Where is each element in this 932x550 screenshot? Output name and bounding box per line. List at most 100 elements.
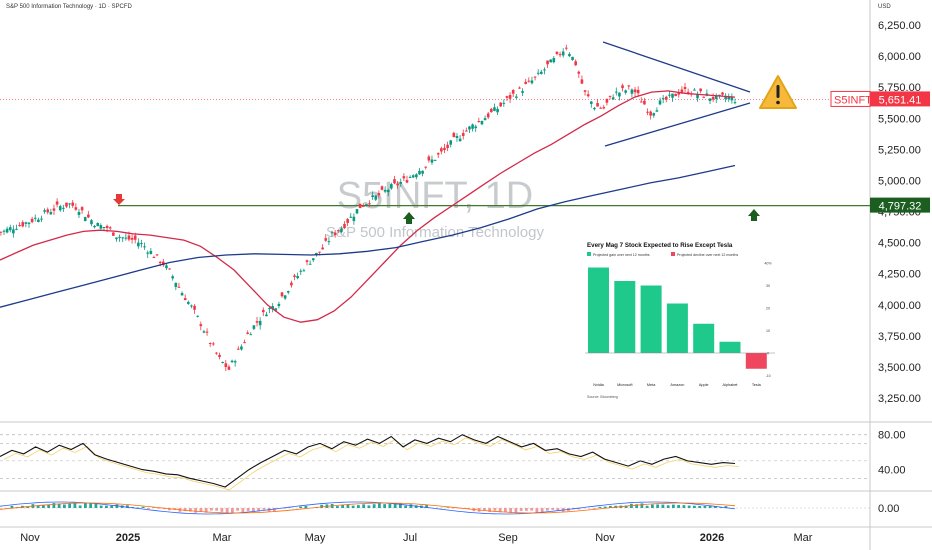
- candle-body: [271, 306, 274, 310]
- price-tick-label: 5,250.00: [878, 144, 921, 156]
- bar: [719, 341, 741, 353]
- current-price-value: 5,651.41: [879, 94, 922, 106]
- candle-body: [280, 292, 284, 297]
- candle-body: [390, 184, 393, 189]
- candle-body: [49, 212, 53, 215]
- candle-body: [693, 89, 696, 91]
- candle-body: [527, 80, 531, 82]
- macd-histogram-bar: [635, 504, 639, 508]
- candle-body: [664, 96, 668, 100]
- macd-histogram-bar: [362, 504, 366, 508]
- candle-body: [193, 305, 196, 310]
- time-tick-label: May: [305, 532, 326, 544]
- rsi-pane[interactable]: 80.00 40.00: [0, 430, 906, 491]
- macd-histogram-bar: [26, 506, 30, 508]
- inset-source: Source: Bloomberg: [587, 395, 618, 399]
- candle-body: [346, 219, 349, 223]
- candle-body: [696, 93, 699, 99]
- macd-pane[interactable]: 0.00: [0, 501, 899, 515]
- candle-body: [115, 237, 118, 240]
- candle-body: [496, 108, 499, 113]
- candle-body: [574, 61, 577, 66]
- candle-body: [380, 186, 384, 190]
- time-tick-label: Mar: [794, 532, 813, 544]
- macd-histogram-bar: [351, 505, 355, 508]
- watermark-name: S&P 500 Information Technology: [326, 224, 544, 241]
- candle-body: [221, 361, 224, 363]
- time-axis[interactable]: Nov 2025 Mar May Jul Sep Nov 2026 Mar: [20, 532, 813, 544]
- macd-tick-label: 0.00: [878, 503, 899, 515]
- bar: [693, 323, 715, 353]
- candle-body: [255, 321, 259, 323]
- candle-body: [190, 305, 193, 307]
- triangle-trendlines[interactable]: [602, 41, 751, 147]
- candle-body: [446, 144, 449, 149]
- candle-body: [8, 227, 12, 231]
- candle-body: [215, 352, 218, 354]
- bar: [745, 353, 767, 369]
- candle-body: [583, 90, 587, 92]
- signal-arrows: [113, 194, 760, 224]
- symbol-title[interactable]: S&P 500 Information Technology · 1D · SP…: [6, 4, 132, 10]
- macd-histogram-bar: [194, 508, 198, 513]
- macd-histogram-bar: [467, 508, 471, 509]
- candle-body: [311, 258, 315, 261]
- macd-histogram-bar: [52, 503, 56, 508]
- macd-histogram-bar: [89, 503, 93, 508]
- candle-body: [121, 237, 125, 239]
- candle-body: [374, 195, 378, 200]
- candle-body: [568, 53, 571, 57]
- candle-body: [633, 89, 637, 93]
- watermark-ticker: S5INFT, 1D: [337, 175, 533, 217]
- price-tick-label: 4,000.00: [878, 300, 921, 312]
- candle-body: [365, 204, 368, 206]
- candle-body: [680, 89, 684, 93]
- candle-body: [183, 298, 187, 301]
- candle-body: [711, 96, 715, 100]
- macd-histogram-bar: [498, 508, 502, 513]
- macd-histogram-bar: [47, 504, 51, 508]
- macd-histogram-bar: [693, 505, 696, 508]
- time-tick-label: 2026: [700, 532, 724, 544]
- candle-body: [502, 102, 506, 104]
- macd-histogram-bar: [388, 503, 392, 508]
- inset-y-tick: 30: [766, 284, 770, 288]
- candle-body: [630, 89, 634, 94]
- candle-body: [249, 334, 253, 336]
- time-tick-label: Sep: [498, 532, 518, 544]
- candle-body: [218, 354, 221, 358]
- candle-body: [686, 91, 690, 94]
- candle-body: [358, 203, 362, 209]
- macd-histogram-bar: [84, 502, 87, 508]
- macd-histogram-bar: [530, 508, 534, 511]
- buy-arrow-icon: [748, 209, 760, 221]
- candle-body: [162, 261, 165, 266]
- candle-body: [152, 257, 156, 259]
- candle-body: [12, 229, 15, 234]
- macd-histogram-bar: [514, 508, 518, 513]
- candle-body: [43, 210, 46, 212]
- bar-category-label: Tesla: [752, 383, 762, 387]
- price-axis[interactable]: 6,250.00 6,000.00 5,750.00 5,500.00 5,250.00…: [830, 20, 930, 405]
- price-tick-label: 5,500.00: [878, 113, 921, 125]
- candle-body: [77, 211, 81, 215]
- candle-body: [243, 342, 246, 344]
- candle-body: [627, 85, 631, 87]
- candle-body: [727, 96, 731, 100]
- macd-histogram-bar: [73, 503, 77, 508]
- candle-body: [21, 222, 25, 227]
- legend-label: Projected decline over next 12 months: [677, 253, 738, 257]
- inset-title: Every Mag 7 Stock Expected to Rise Excep…: [587, 242, 733, 249]
- macd-histogram-bar: [504, 508, 507, 513]
- candle-body: [418, 170, 421, 175]
- macd-histogram-bar: [10, 505, 14, 508]
- candle-body: [477, 121, 481, 123]
- current-price-badge: [870, 91, 930, 107]
- candle-body: [505, 96, 509, 98]
- candle-body: [455, 136, 459, 138]
- candle-body: [708, 98, 712, 101]
- candle-body: [490, 108, 493, 113]
- macd-histogram-bar: [78, 505, 82, 508]
- candle-body: [233, 361, 237, 363]
